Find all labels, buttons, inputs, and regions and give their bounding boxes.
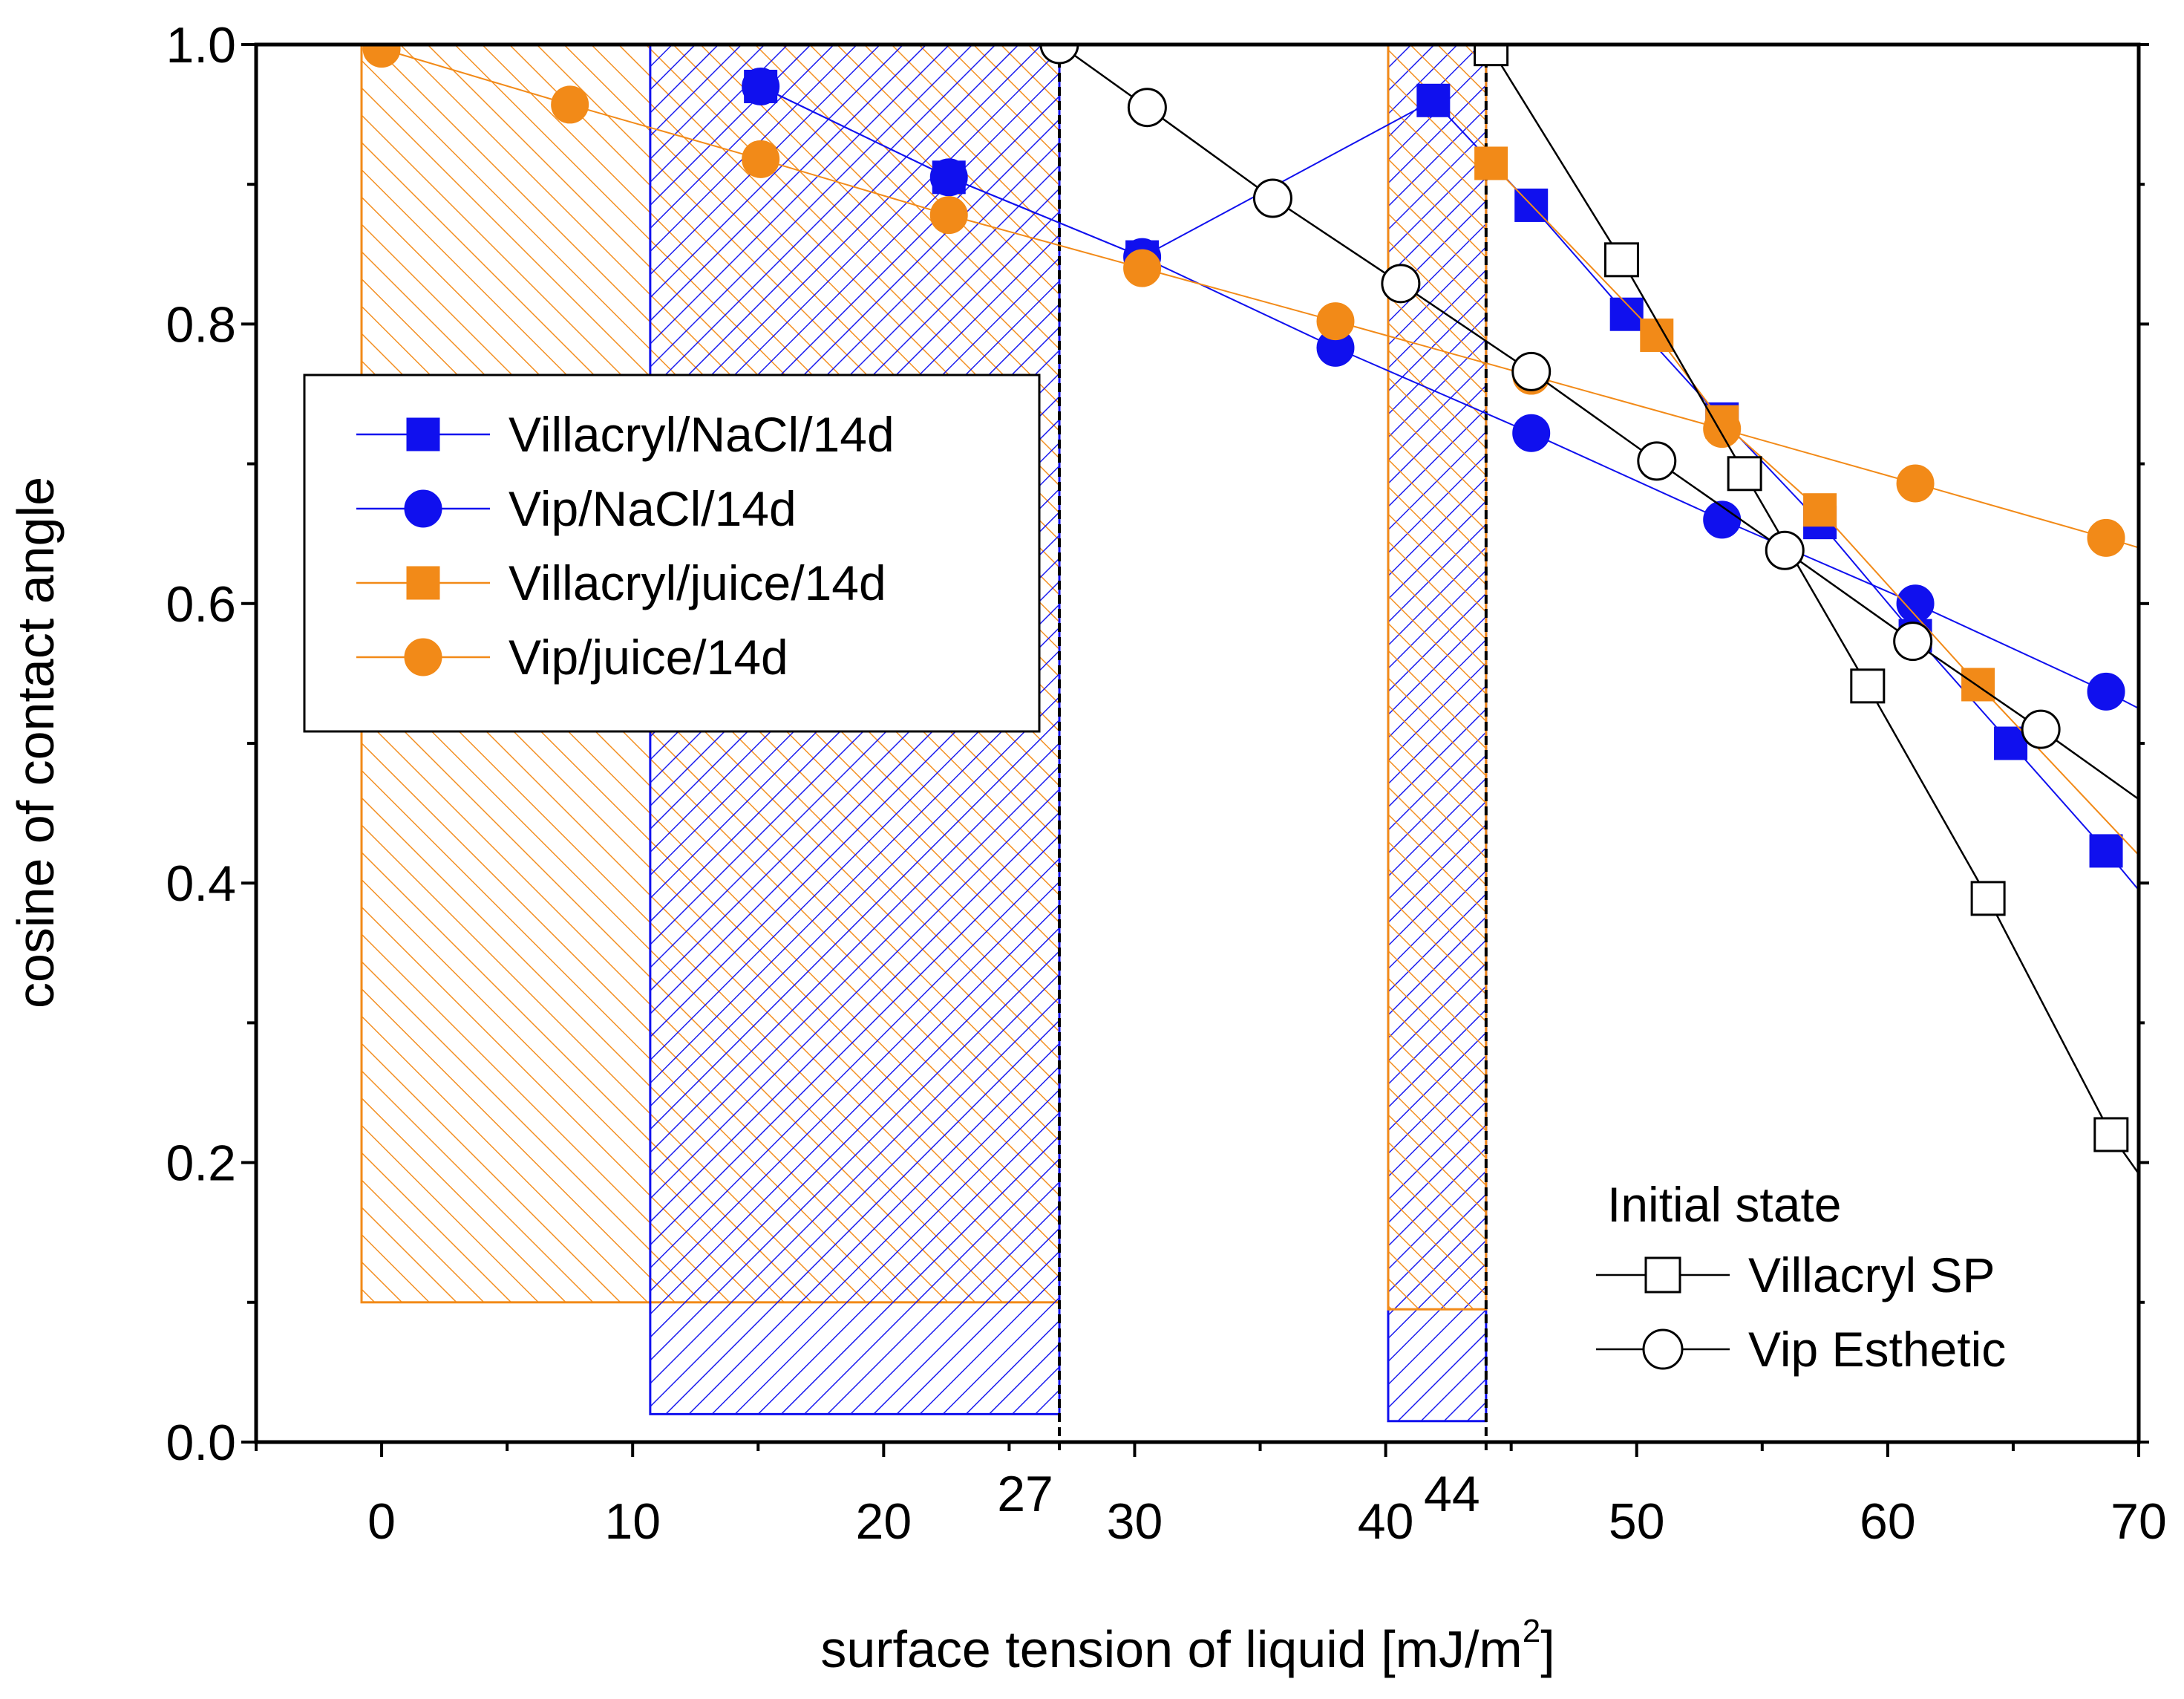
x-extra-tick-label-27: 27 — [997, 1466, 1053, 1522]
x-axis-title: surface tension of liquid [mJ/m2] — [820, 1613, 1554, 1678]
y-tick-label-0.6: 0.6 — [166, 576, 236, 633]
y-axis-title: cosine of contact angle — [7, 477, 65, 1008]
data-point-villacryl-sp-5 — [2093, 1117, 2129, 1152]
legend-label-villacryl-sp: Villacryl SP — [1748, 1248, 1995, 1302]
data-point-vip-nacl-14d-0 — [742, 67, 780, 105]
data-point-vip-nacl-14d-6 — [1896, 584, 1935, 623]
series-vip-esthetic — [1039, 45, 2139, 800]
data-point-vip-juice-14d-9 — [2087, 518, 2125, 557]
data-point-vip-juice-14d-4 — [1123, 249, 1162, 287]
x-tick-label-70: 70 — [2111, 1493, 2167, 1550]
data-point-villacryl-nacl-14d-10 — [2089, 834, 2123, 868]
legend-label-vip-juice-14d: Vip/juice/14d — [509, 630, 788, 685]
data-point-vip-esthetic-8 — [2021, 709, 2061, 749]
data-point-vip-esthetic-7 — [1893, 622, 1933, 662]
y-tick-label-1.0: 1.0 — [166, 17, 236, 74]
data-point-vip-juice-14d-1 — [551, 85, 589, 124]
reference-lines — [1058, 45, 1488, 1455]
y-tick-label-0.4: 0.4 — [166, 855, 236, 912]
data-point-villacryl-juice-14d-0 — [1474, 146, 1508, 180]
data-point-vip-nacl-14d-4 — [1512, 414, 1551, 452]
data-point-vip-esthetic-6 — [1765, 530, 1805, 570]
x-tick-label-0: 0 — [367, 1493, 396, 1550]
y-tick-label-0.8: 0.8 — [166, 296, 236, 353]
data-point-vip-nacl-14d-7 — [2087, 672, 2125, 711]
data-point-vip-juice-14d-5 — [1316, 302, 1355, 341]
data-point-vip-esthetic-1 — [1127, 88, 1167, 128]
data-point-vip-esthetic-3 — [1381, 264, 1421, 304]
legend-marker-villacryl-sp — [1644, 1256, 1681, 1294]
series-villacryl-sp — [1474, 45, 2139, 1175]
data-point-vip-juice-14d-8 — [1896, 464, 1935, 503]
x-extra-tick-label-44: 44 — [1424, 1466, 1480, 1522]
series-line-vip-esthetic — [1059, 45, 2139, 800]
x-tick-label-30: 30 — [1107, 1493, 1163, 1550]
shaded-regions — [360, 45, 1488, 1423]
legend-main: Villacryl/NaCl/14d Vip/NaCl/14d Villacryl/… — [303, 374, 1041, 733]
ticks: 0 10 20 30 40 50 60 70 27 44 0.0 0.2 0.4 0.6 0.8 1.0 — [166, 17, 2166, 1550]
y-tick-label-0.2: 0.2 — [166, 1135, 236, 1192]
data-point-villacryl-sp-1 — [1603, 242, 1639, 278]
data-point-vip-esthetic-2 — [1252, 178, 1292, 218]
data-point-vip-juice-14d-2 — [742, 140, 780, 178]
series-line-villacryl-juice-14d — [1490, 163, 2139, 856]
x-tick-label-10: 10 — [604, 1493, 661, 1550]
data-point-vip-esthetic-4 — [1511, 351, 1552, 391]
series-line-villacryl-sp — [1490, 48, 2139, 1175]
x-tick-label-20: 20 — [856, 1493, 912, 1550]
legend-label-vip-nacl-14d: Vip/NaCl/14d — [509, 481, 797, 536]
data-series — [362, 45, 2139, 1175]
data-point-vip-juice-14d-7 — [1703, 410, 1742, 449]
data-point-villacryl-juice-14d-4 — [1961, 668, 1995, 702]
data-point-vip-esthetic-5 — [1637, 441, 1677, 481]
data-point-vip-esthetic-0 — [1039, 45, 1079, 65]
data-point-vip-juice-14d-3 — [929, 196, 968, 235]
legend-label-vip-esthetic: Vip Esthetic — [1748, 1322, 2006, 1377]
legend-label-villacryl-juice-14d: Villacryl/juice/14d — [509, 555, 886, 610]
x-axis-title-sup: 2 — [1523, 1613, 1540, 1649]
legend-label-villacryl-nacl-14d: Villacryl/NaCl/14d — [509, 407, 895, 462]
data-point-villacryl-nacl-14d-3 — [1416, 83, 1451, 117]
legend-marker-villacryl-juice-14d — [406, 566, 440, 600]
data-point-villacryl-sp-4 — [1970, 881, 2006, 916]
x-axis-title-end: ] — [1540, 1620, 1554, 1678]
legend-marker-vip-nacl-14d — [404, 489, 442, 528]
data-point-vip-juice-14d-0 — [362, 45, 401, 68]
x-tick-label-40: 40 — [1358, 1493, 1414, 1550]
legend-initial: Initial state Villacryl SP Vip Esthetic — [1596, 1177, 2006, 1377]
x-tick-label-50: 50 — [1609, 1493, 1665, 1550]
data-point-vip-nacl-14d-1 — [929, 158, 968, 197]
orange-region-b — [1387, 45, 1488, 1311]
x-tick-label-60: 60 — [1860, 1493, 1916, 1550]
data-point-villacryl-sp-0 — [1474, 45, 1509, 67]
data-point-villacryl-sp-3 — [1850, 668, 1886, 704]
x-axis-title-main: surface tension of liquid [mJ/m — [820, 1620, 1522, 1678]
legend-initial-title: Initial state — [1607, 1177, 1842, 1232]
legend-marker-vip-esthetic — [1642, 1328, 1684, 1370]
y-tick-label-0.0: 0.0 — [166, 1415, 236, 1471]
data-point-villacryl-juice-14d-3 — [1803, 493, 1837, 527]
data-point-villacryl-nacl-14d-5 — [1609, 297, 1644, 331]
legend-marker-villacryl-nacl-14d — [406, 417, 440, 451]
data-point-villacryl-juice-14d-1 — [1640, 318, 1674, 352]
data-point-villacryl-sp-2 — [1727, 456, 1762, 492]
legend-marker-vip-juice-14d — [404, 638, 442, 676]
